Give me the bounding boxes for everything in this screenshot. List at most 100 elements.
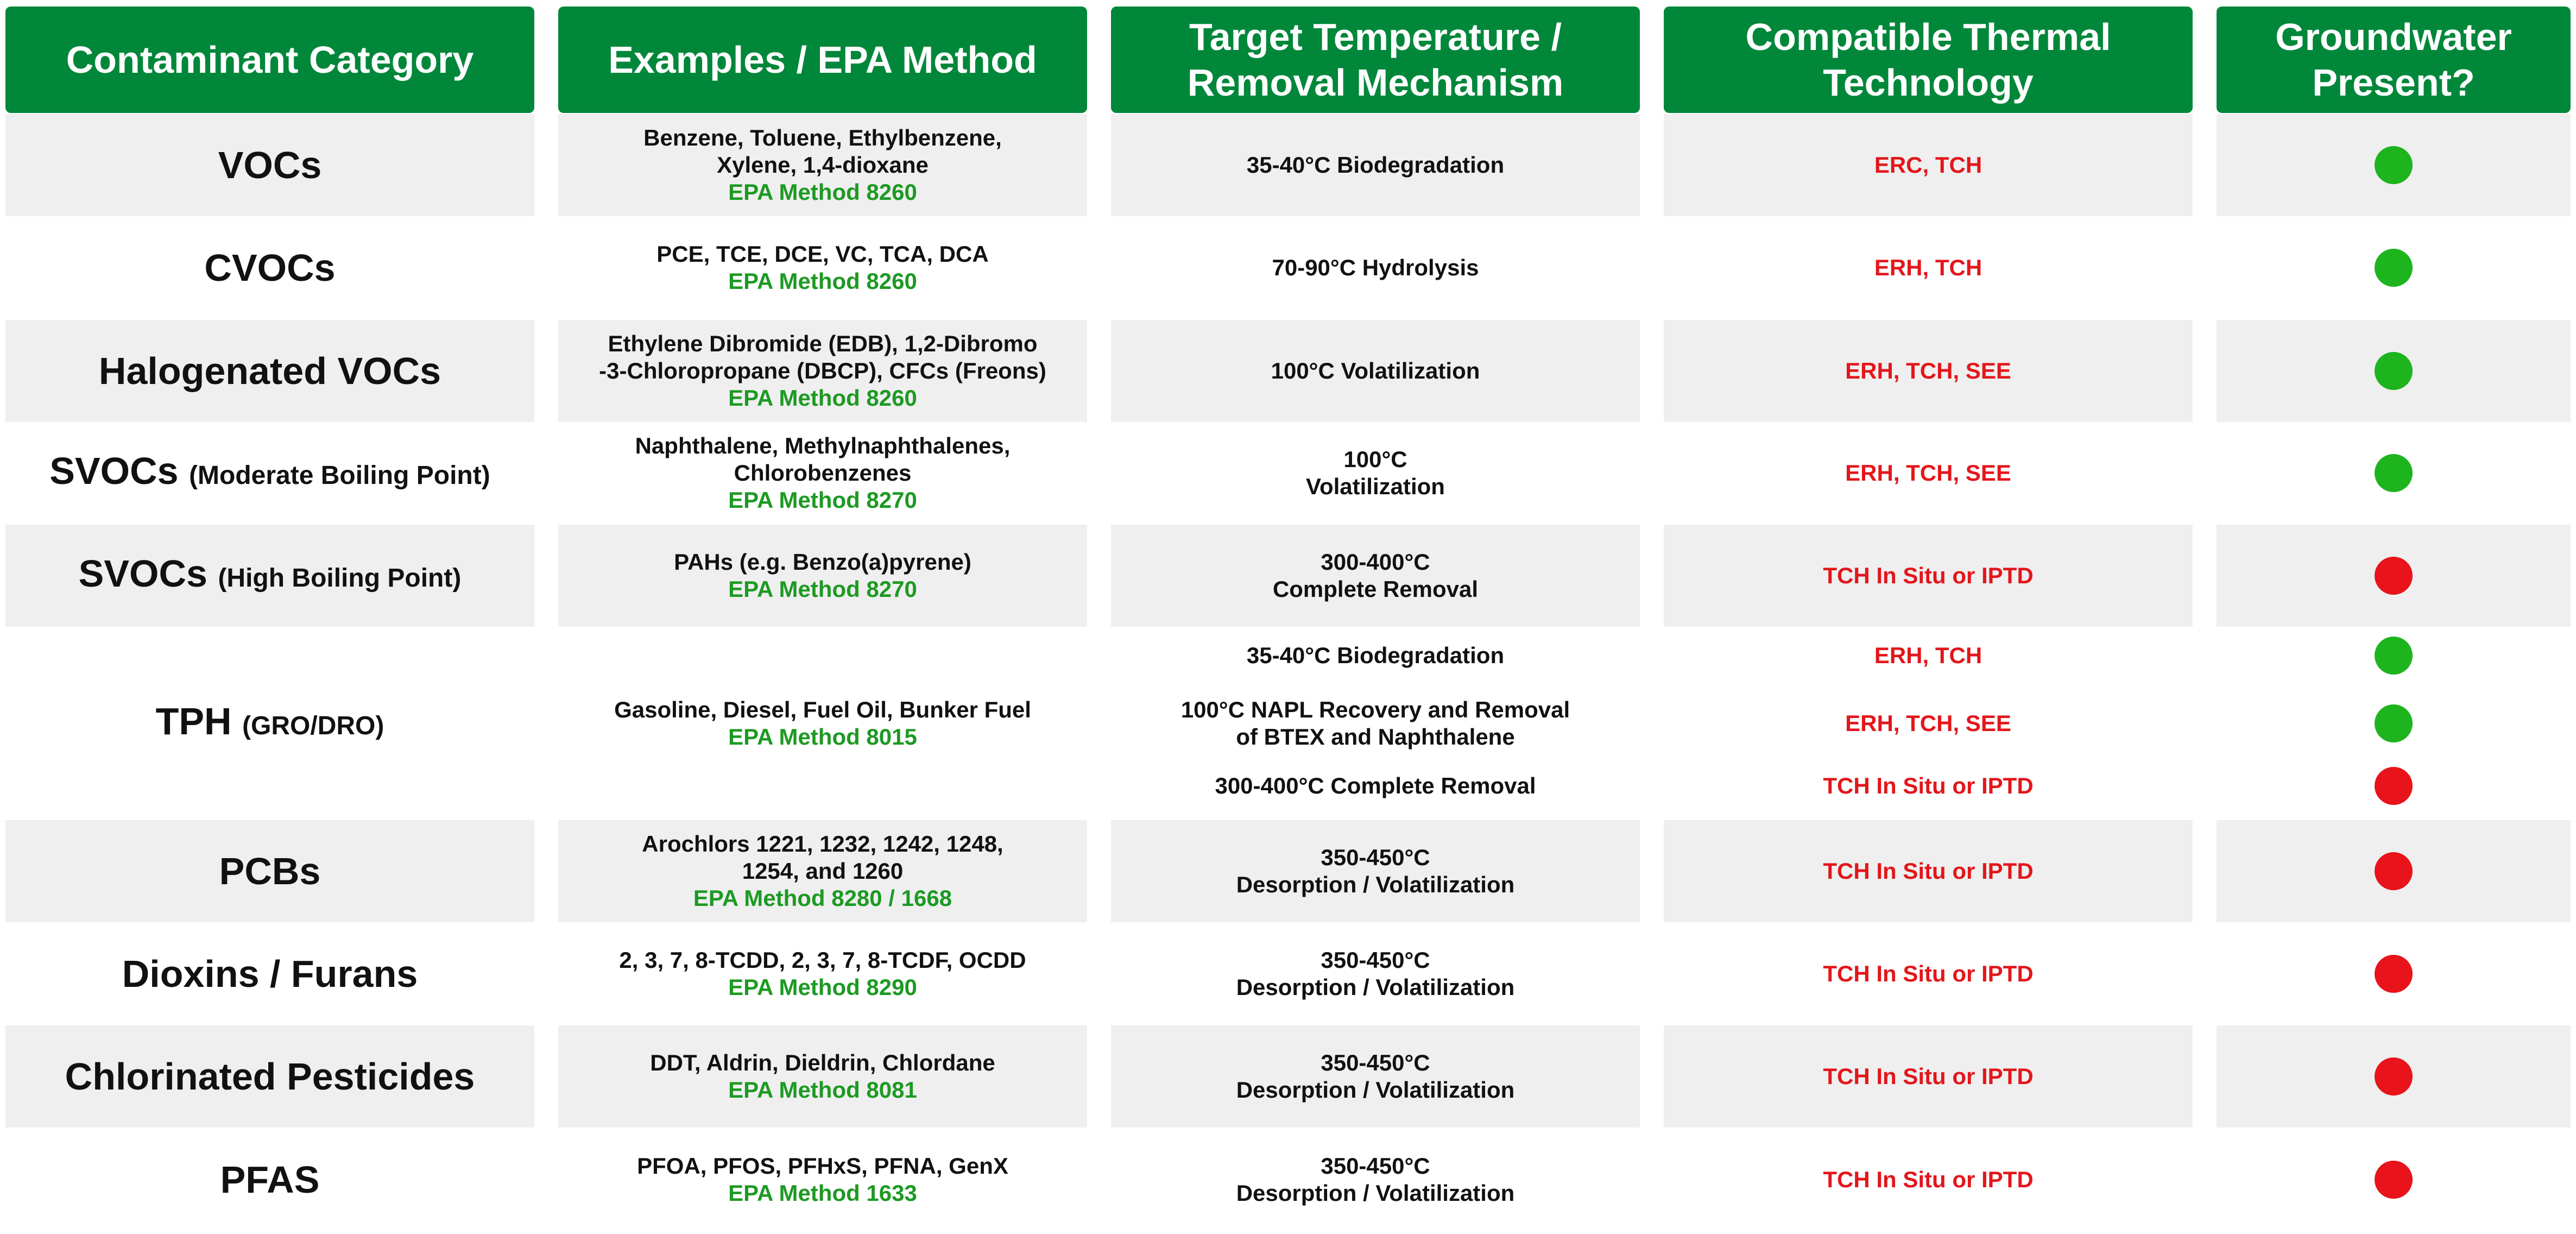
category-label: Halogenated VOCs — [98, 350, 441, 392]
examples-cell: PAHs (e.g. Benzo(a)pyrene) EPA Method 827… — [558, 525, 1087, 627]
row-shading — [1664, 525, 2193, 627]
green-status-dot-icon — [2375, 454, 2413, 492]
row-shading — [558, 114, 1087, 216]
examples-cell: PCE, TCE, DCE, VC, TCA, DCA EPA Method 82… — [558, 217, 1087, 319]
epa-method: EPA Method 8270 — [728, 576, 917, 602]
groundwater-entry — [2217, 760, 2571, 812]
category-name: SVOCs (Moderate Boiling Point) — [49, 448, 490, 499]
row-shading — [5, 525, 534, 627]
row-shading — [1664, 1025, 2193, 1128]
technology-entry: TCH In Situ or IPTD — [1664, 1025, 2193, 1128]
category-label: PFAS — [220, 1158, 320, 1201]
examples-cell: DDT, Aldrin, Dieldrin, Chlordane EPA Meth… — [558, 1025, 1087, 1128]
red-status-dot-icon — [2375, 1160, 2413, 1199]
category-label: VOCs — [218, 144, 322, 186]
technology-entry: ERH, TCH, SEE — [1664, 692, 2193, 754]
category-label: TPH — [155, 700, 232, 742]
groundwater-entry — [2217, 820, 2571, 922]
technology-label: ERH, TCH — [1874, 255, 1982, 280]
mechanism-line: 300-400°C — [1321, 549, 1430, 575]
groundwater-entry — [2217, 422, 2571, 524]
technology-cell: ERC, TCH — [1664, 114, 2193, 216]
mechanism-line: 35-40°C Biodegradation — [1246, 643, 1505, 668]
mechanism-cell: 100°C Volatilization — [1111, 422, 1640, 524]
category-name: SVOCs (High Boiling Point) — [79, 551, 462, 601]
red-status-dot-icon — [2375, 955, 2413, 993]
mechanism-entry: 350-450°C Desorption / Volatilization — [1111, 820, 1640, 922]
mechanism-entry: 100°C Volatilization — [1111, 422, 1640, 524]
groundwater-cell — [2217, 1128, 2571, 1231]
category-name: PCBs — [219, 848, 321, 894]
row-shading — [1111, 1025, 1640, 1128]
mechanism-line: 300-400°C Complete Removal — [1215, 773, 1536, 798]
category-label: PCBs — [219, 850, 321, 892]
technology-label: ERH, TCH, SEE — [1845, 460, 2011, 486]
technology-entry: TCH In Situ or IPTD — [1664, 820, 2193, 922]
mechanism-line: 100°C — [1343, 446, 1407, 472]
row-shading — [558, 525, 1087, 627]
mechanism-line: Desorption / Volatilization — [1236, 974, 1515, 1000]
examples-cell: Naphthalene, Methylnaphthalenes, Chlorobe… — [558, 422, 1087, 524]
example-line: PAHs (e.g. Benzo(a)pyrene) — [674, 549, 971, 575]
epa-method: EPA Method 8280 / 1668 — [693, 885, 952, 911]
mechanism-cell: 100°C Volatilization — [1111, 320, 1640, 422]
epa-method: EPA Method 8260 — [728, 268, 917, 294]
groundwater-cell — [2217, 525, 2571, 627]
technology-cell: ERH, TCH, SEE — [1664, 422, 2193, 524]
technology-entry: TCH In Situ or IPTD — [1664, 525, 2193, 627]
groundwater-entry — [2217, 217, 2571, 319]
header-line: Examples / EPA Method — [608, 39, 1037, 81]
mechanism-line: 70-90°C Hydrolysis — [1272, 255, 1479, 280]
row-shading — [558, 820, 1087, 922]
row-shading — [1664, 820, 2193, 922]
category-cell: CVOCs — [5, 217, 534, 319]
category-qualifier: (High Boiling Point) — [218, 563, 462, 593]
example-line: Ethylene Dibromide (EDB), 1,2-Dibromo — [608, 331, 1038, 356]
technology-label: ERH, TCH, SEE — [1845, 710, 2011, 736]
header-line: Target Temperature / — [1189, 16, 1562, 58]
examples-cell: Gasoline, Diesel, Fuel Oil, Bunker Fuel E… — [558, 627, 1087, 820]
groundwater-entry — [2217, 923, 2571, 1025]
red-status-dot-icon — [2375, 1057, 2413, 1096]
row-shading — [1111, 820, 1640, 922]
green-status-dot-icon — [2375, 637, 2413, 675]
table-row: Chlorinated Pesticides DDT, Aldrin, Dield… — [0, 1025, 2576, 1128]
example-line: Gasoline, Diesel, Fuel Oil, Bunker Fuel — [614, 697, 1031, 722]
red-status-dot-icon — [2375, 767, 2413, 805]
technology-entry: TCH In Situ or IPTD — [1664, 1128, 2193, 1231]
groundwater-entry — [2217, 1025, 2571, 1128]
mechanism-line: 350-450°C — [1321, 845, 1430, 870]
header-line: Compatible Thermal — [1745, 16, 2111, 58]
category-cell: SVOCs (High Boiling Point) — [5, 525, 534, 627]
category-label: Dioxins / Furans — [122, 953, 418, 995]
groundwater-cell — [2217, 217, 2571, 319]
table-row: CVOCs PCE, TCE, DCE, VC, TCA, DCA EPA Meth… — [0, 217, 2576, 319]
mechanism-cell: 350-450°C Desorption / Volatilization — [1111, 923, 1640, 1025]
row-shading — [5, 320, 534, 422]
header-line: Technology — [1823, 61, 2034, 104]
technology-entry: ERH, TCH — [1664, 629, 2193, 682]
category-label: SVOCs — [49, 449, 179, 492]
technology-entry: TCH In Situ or IPTD — [1664, 760, 2193, 812]
category-name: PFAS — [220, 1157, 320, 1202]
row-shading — [5, 1025, 534, 1128]
example-line: Xylene, 1,4-dioxane — [717, 152, 929, 178]
mechanism-line: 100°C NAPL Recovery and Removal — [1180, 697, 1570, 722]
table-row: TPH (GRO/DRO) Gasoline, Diesel, Fuel Oil,… — [0, 627, 2576, 820]
mechanism-entry: 350-450°C Desorption / Volatilization — [1111, 1128, 1640, 1231]
technology-cell: ERH, TCH ERH, TCH, SEE TCH In Situ or IPTD — [1664, 627, 2193, 820]
table-row: Halogenated VOCs Ethylene Dibromide (EDB)… — [0, 320, 2576, 422]
epa-method: EPA Method 8290 — [728, 974, 917, 1000]
row-shading — [1111, 114, 1640, 216]
technology-cell: TCH In Situ or IPTD — [1664, 1128, 2193, 1231]
red-status-dot-icon — [2375, 557, 2413, 595]
technology-label: TCH In Situ or IPTD — [1823, 773, 2034, 798]
example-line: -3-Chloropropane (DBCP), CFCs (Freons) — [599, 358, 1046, 383]
mechanism-entry: 350-450°C Desorption / Volatilization — [1111, 1025, 1640, 1128]
row-shading — [1664, 320, 2193, 422]
groundwater-cell — [2217, 114, 2571, 216]
epa-method: EPA Method 8260 — [728, 385, 917, 411]
examples-cell: Ethylene Dibromide (EDB), 1,2-Dibromo -3-… — [558, 320, 1087, 422]
mechanism-cell: 35-40°C Biodegradation — [1111, 114, 1640, 216]
